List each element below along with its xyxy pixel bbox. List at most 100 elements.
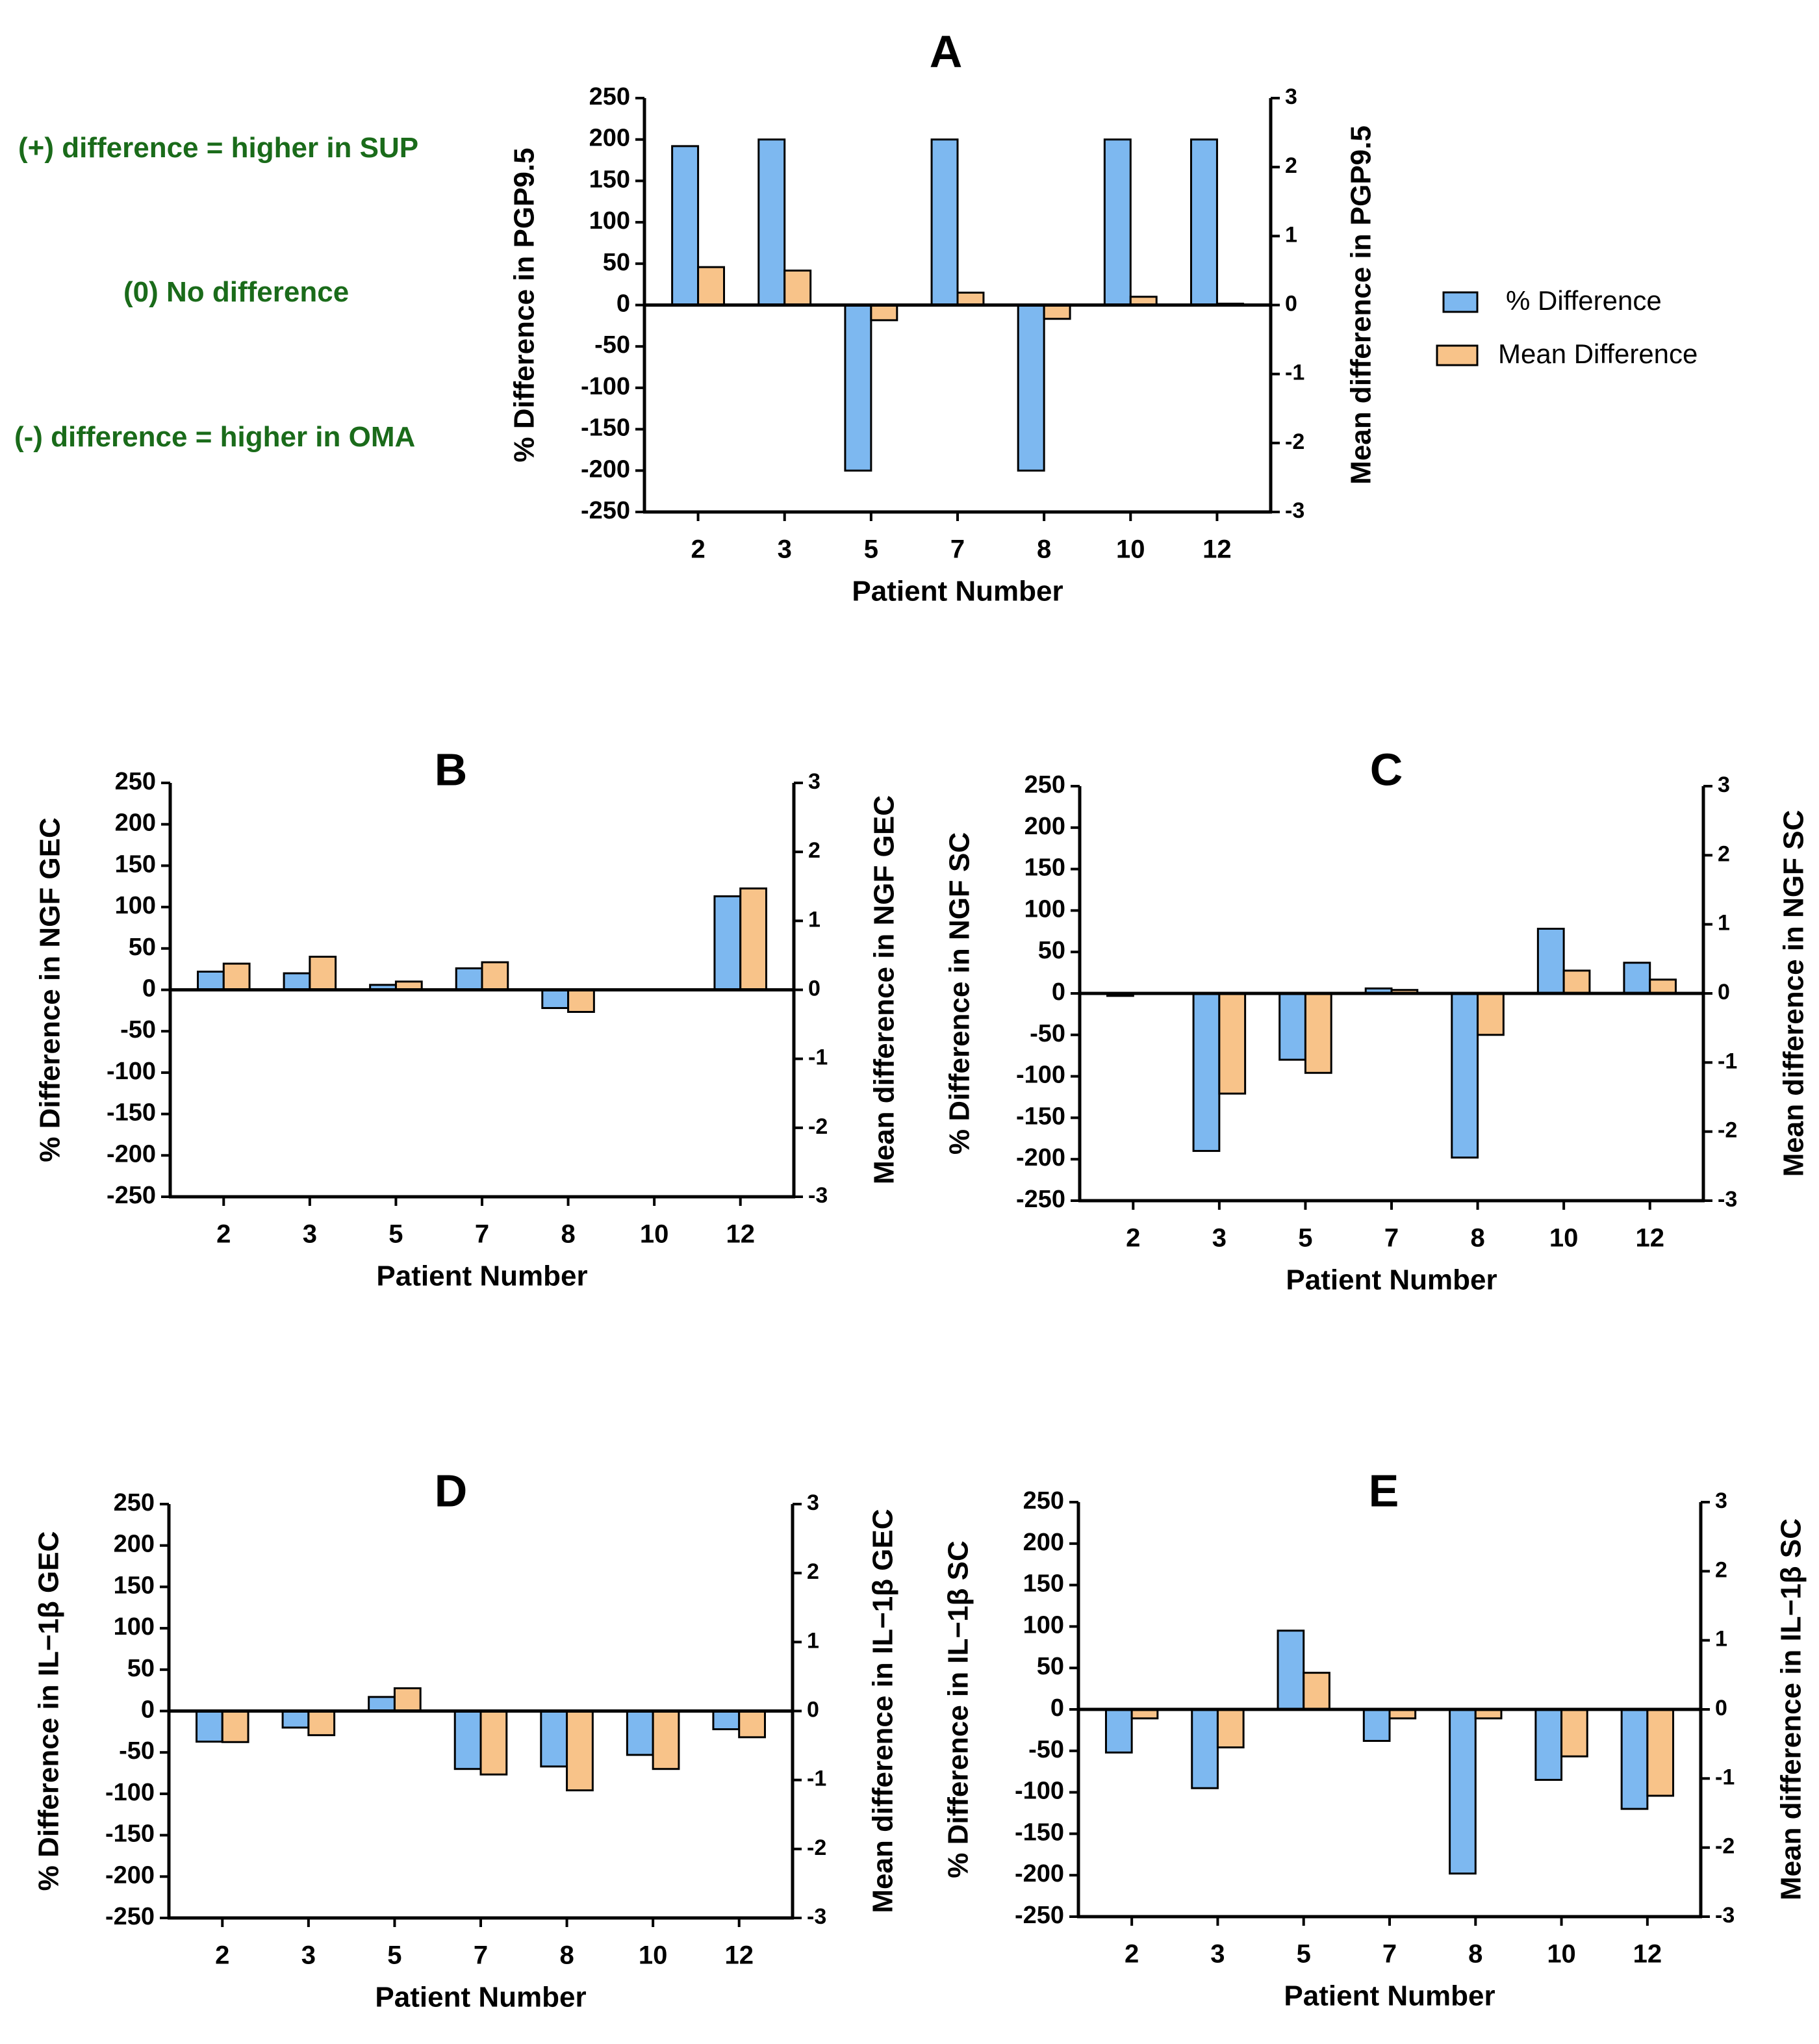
panel-d: D2 3 5 7 8 10 12250200150100500-50-100-150-200… [33,1465,899,2013]
bar-pct-difference [1017,304,1045,472]
y-tick-label-left: 50 [603,249,630,276]
panel-b: B2 3 5 7 8 10 12250200150100500-50-100-150-200… [34,744,900,1292]
y-tick-label-left: 250 [1023,1487,1064,1514]
x-tick-label: 2 [216,1220,231,1249]
y-tick-label-left: 150 [1024,854,1065,882]
bar-pct-difference [1192,992,1221,1152]
x-tick-label: 10 [1547,1940,1576,1969]
y-tick-label-left: 200 [1024,813,1065,840]
y-tick-label-left: 250 [1024,771,1065,798]
bar-mean-difference [221,1710,249,1743]
x-tick-label: 12 [1202,535,1232,564]
y-tick-label-left: -50 [1030,1020,1065,1047]
y-tick-label-right: -2 [1715,1834,1735,1859]
y-tick-label-left: 200 [114,1531,155,1558]
y-tick-label-right: 0 [807,1697,819,1722]
y-tick-label-left: -150 [107,1099,156,1127]
x-tick-label: 5 [387,1941,401,1970]
y-tick-label-right: -3 [808,1183,828,1208]
bar-pct-difference [1451,992,1479,1159]
y-axis-label-right: Mean difference in IL−1β GEC [867,1509,899,1913]
y-tick-label-left: -250 [581,497,630,524]
y-tick-label-left: -150 [105,1820,155,1848]
x-tick-label: 8 [561,1220,575,1249]
y-tick-label-right: -1 [1285,361,1304,385]
bar-pct-difference [197,970,225,991]
y-tick-label-left: 50 [1038,937,1065,964]
bar-pct-difference [541,989,570,1010]
y-tick-label-right: 0 [808,976,820,1001]
bar-mean-difference [739,887,767,991]
y-tick-label-left: 250 [114,1489,155,1516]
y-tick-label-right: 2 [807,1559,819,1584]
panel-title: B [435,744,468,795]
x-tick-label: 2 [1125,1940,1139,1969]
bar-mean-difference [870,304,898,322]
y-axis-label-left: % Difference in IL−1β GEC [33,1531,65,1891]
bar-mean-difference [1560,1708,1588,1757]
x-tick-label: 10 [640,1220,669,1249]
y-tick-label-left: -150 [581,415,630,442]
x-tick-label: 7 [950,535,965,564]
bar-mean-difference [1304,992,1332,1074]
bar-mean-difference [738,1710,766,1739]
bar-mean-difference [567,989,595,1013]
bar-pct-difference [283,972,311,991]
y-tick-label-left: -250 [107,1182,156,1209]
y-tick-label-right: 3 [807,1490,819,1515]
y-axis-label-left: % Difference in NGF SC [944,832,976,1155]
bar-mean-difference [309,956,337,991]
x-tick-label: 5 [1297,1940,1311,1969]
panel-a: A2 3 5 7 8 10 12250200150100500-50-100-150-200… [509,26,1377,607]
bar-pct-difference [1362,1708,1391,1742]
bar-pct-difference [281,1710,310,1729]
y-tick-label-left: -50 [594,331,630,359]
bar-mean-difference [956,291,985,307]
y-tick-label-left: -200 [105,1861,155,1889]
x-tick-label: 10 [1549,1224,1579,1253]
x-axis-label: Patient Number [1286,1264,1497,1296]
y-tick-label-left: -100 [1016,1062,1065,1089]
y-tick-label-right: 2 [1285,153,1297,178]
x-tick-label: 3 [778,535,792,564]
bar-pct-difference [1189,138,1218,306]
x-tick-label: 12 [1633,1940,1662,1969]
y-tick-label-left: -150 [1015,1819,1064,1846]
bar-pct-difference [712,1710,741,1731]
bar-pct-difference [1534,1708,1563,1781]
y-tick-label-left: -200 [107,1140,156,1168]
y-tick-label-left: -250 [1016,1186,1065,1213]
bar-pct-difference [1536,927,1565,995]
y-tick-label-left: 150 [115,850,156,878]
x-axis-label: Patient Number [375,1982,586,2013]
y-tick-label-left: 100 [589,207,630,235]
x-tick-label: 12 [1635,1224,1664,1253]
bar-pct-difference [713,895,742,991]
y-tick-label-right: -1 [1718,1049,1737,1073]
x-tick-label: 10 [639,1941,668,1970]
bar-pct-difference [1103,138,1132,306]
y-axis-label-right: Mean difference in IL−1β SC [1775,1518,1807,1900]
bar-mean-difference [393,1687,422,1713]
x-tick-label: 8 [1468,1940,1482,1969]
y-tick-label-left: 0 [1050,1694,1064,1722]
y-tick-label-right: 3 [1285,84,1297,109]
bar-pct-difference [1278,992,1306,1061]
y-tick-label-left: 0 [141,1696,155,1724]
legend: % Difference Mean Difference [1436,285,1698,369]
x-tick-label: 8 [559,1941,574,1970]
legend-swatch-pct [1442,291,1479,313]
x-tick-label: 3 [1210,1940,1225,1969]
y-axis-label-right: Mean difference in NGF GEC [869,795,900,1184]
x-tick-label: 5 [1298,1224,1312,1253]
y-tick-label-right: 1 [1718,911,1730,936]
y-tick-label-right: -3 [1285,498,1304,523]
y-tick-label-right: 3 [808,769,820,794]
y-axis-label-right: Mean difference in PGP9.5 [1345,125,1377,485]
y-tick-label-right: 1 [808,907,820,932]
bar-mean-difference [1649,978,1677,995]
bar-pct-difference [930,138,959,306]
y-tick-label-left: 250 [115,768,156,795]
bar-mean-difference [697,266,726,307]
